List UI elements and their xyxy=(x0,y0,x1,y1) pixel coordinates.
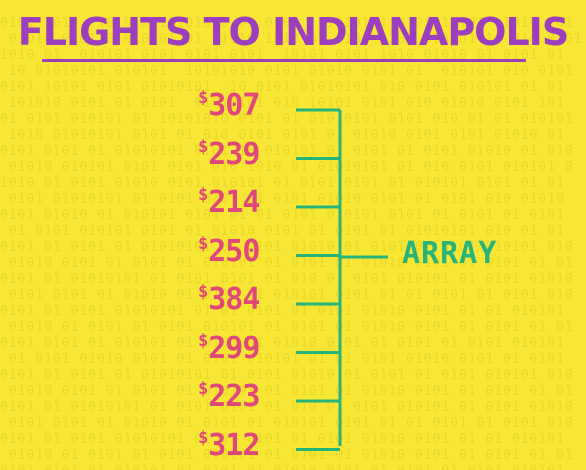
array-label: ARRAY xyxy=(402,236,498,271)
price-value: 214 xyxy=(208,185,260,220)
price-value: 384 xyxy=(208,282,260,317)
price-item: $299 xyxy=(198,331,288,366)
price-value: 250 xyxy=(208,233,260,269)
price-item: $312 xyxy=(198,428,288,463)
price-item: $384 xyxy=(198,282,288,317)
price-item: $307 xyxy=(198,88,288,123)
price-value: 312 xyxy=(208,427,260,463)
price-value: 223 xyxy=(208,379,260,414)
currency-symbol: $ xyxy=(198,282,208,302)
currency-symbol: $ xyxy=(198,427,208,448)
currency-symbol: $ xyxy=(198,136,208,157)
price-value: 299 xyxy=(208,330,260,366)
currency-symbol: $ xyxy=(198,330,208,351)
title-underline xyxy=(42,59,526,62)
page-title: FLIGHTS TO INDIANAPOLIS xyxy=(17,10,569,54)
price-value: 307 xyxy=(208,88,260,123)
currency-symbol: $ xyxy=(198,88,208,108)
currency-symbol: $ xyxy=(198,185,208,205)
price-item: $250 xyxy=(198,234,288,269)
currency-symbol: $ xyxy=(198,379,208,399)
price-item: $223 xyxy=(198,379,288,414)
price-value: 239 xyxy=(208,136,260,172)
price-item: $239 xyxy=(198,137,288,172)
currency-symbol: $ xyxy=(198,233,208,254)
price-item: $214 xyxy=(198,185,288,220)
